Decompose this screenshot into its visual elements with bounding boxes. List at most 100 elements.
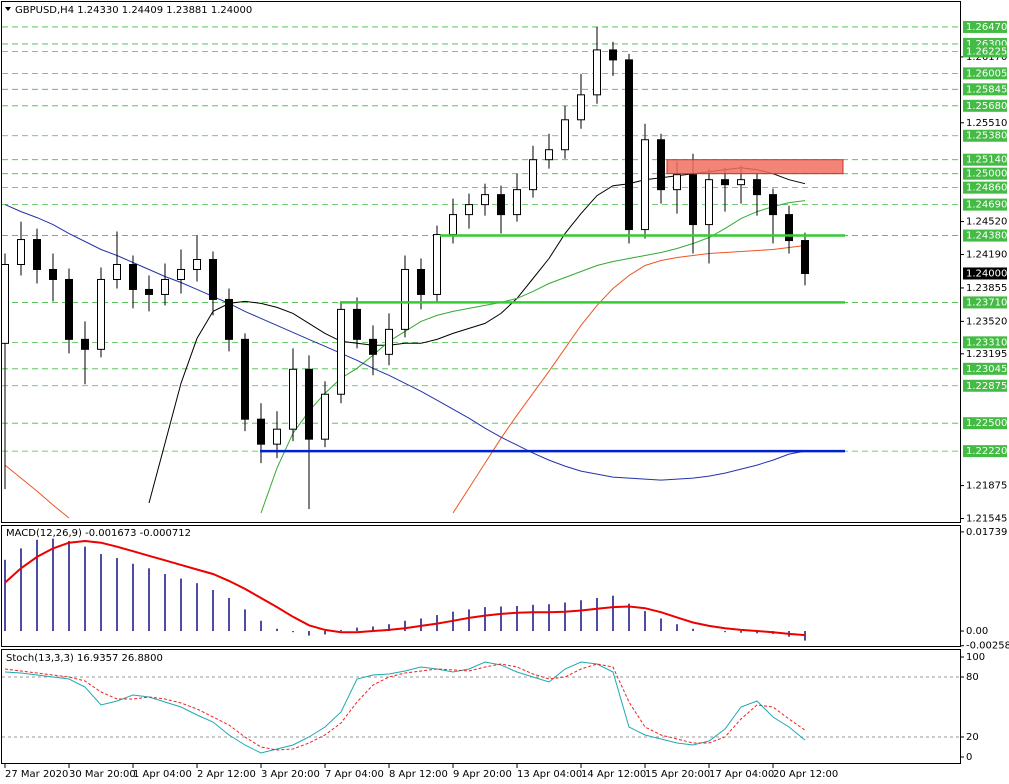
- candle-body: [353, 308, 361, 340]
- x-tick-label: 30 Mar 20:00: [69, 769, 136, 780]
- y-tick-label: 1.24520: [966, 217, 1007, 228]
- level-label-box: [963, 153, 1007, 166]
- y-tick-label: 0.01739: [966, 527, 1007, 538]
- level-label-box: [963, 229, 1007, 242]
- y-tick-label: 80: [966, 672, 979, 683]
- level-label: 1.26470: [966, 22, 1007, 33]
- symbol-menu-arrow[interactable]: [5, 7, 11, 11]
- level-label-box: [963, 296, 1007, 309]
- candle-body: [257, 418, 265, 445]
- x-tick-label: 17 Apr 04:00: [709, 769, 774, 780]
- candle-body: [513, 189, 521, 216]
- panel-title: Stoch(13,3,3) 16.9357 26.8800: [6, 653, 163, 664]
- candle-body: [65, 278, 73, 340]
- y-tick-label: 100: [966, 652, 985, 663]
- panel-title: MACD(12,26,9) -0.001673 -0.000712: [6, 528, 191, 539]
- x-tick-label: 15 Apr 20:00: [645, 769, 710, 780]
- plot-layer: 1.261701.255101.245201.241901.238551.235…: [1, 5, 1009, 780]
- candle-body: [641, 139, 649, 231]
- candle-body: [497, 194, 505, 216]
- level-label: 1.23710: [966, 297, 1007, 308]
- candle-body: [465, 204, 473, 216]
- level-label-box: [963, 445, 1007, 458]
- candle-body: [97, 278, 105, 350]
- candle-body: [753, 179, 761, 196]
- level-label-box: [963, 336, 1007, 349]
- level-label: 1.22875: [966, 381, 1007, 392]
- indicator-line: [4, 464, 70, 519]
- x-tick-label: 3 Apr 20:00: [261, 769, 320, 780]
- candle-body: [545, 149, 553, 161]
- level-label-box: [963, 83, 1007, 96]
- level-label-box: [963, 99, 1007, 112]
- resistance-zone: [666, 159, 844, 175]
- x-tick-label: 1 Apr 04:00: [133, 769, 192, 780]
- candle-body: [145, 288, 153, 295]
- candle-body: [241, 338, 249, 420]
- level-label-box: [963, 181, 1007, 194]
- level-label-box: [963, 129, 1007, 142]
- candle-body: [449, 214, 457, 236]
- level-label-box: [963, 417, 1007, 430]
- y-tick-label: -0.00258: [966, 641, 1009, 652]
- candle-body: [193, 259, 201, 270]
- candle-body: [721, 179, 729, 186]
- candle-body: [209, 259, 217, 300]
- candle-body: [305, 368, 313, 440]
- level-label: 1.22220: [966, 446, 1007, 457]
- candle-body: [737, 179, 745, 186]
- stoch-panel-frame: [1, 649, 961, 764]
- level-label: 1.24690: [966, 200, 1007, 211]
- candle-body: [81, 338, 89, 350]
- candle-body: [433, 234, 441, 295]
- y-tick-label: 1.24190: [966, 250, 1007, 261]
- candle-body: [337, 308, 345, 395]
- y-tick-label: 1.21545: [966, 514, 1007, 525]
- y-tick-label: 0.00: [966, 626, 988, 637]
- indicator-line: [4, 204, 806, 481]
- level-label: 1.26225: [966, 46, 1007, 57]
- level-label: 1.23045: [966, 364, 1007, 375]
- y-tick-label: 1.23195: [966, 349, 1007, 360]
- y-tick-label: 1.21875: [966, 481, 1007, 492]
- y-tick-label: 0: [966, 752, 972, 763]
- level-label-box: [963, 198, 1007, 211]
- y-tick-label: 20: [966, 732, 979, 743]
- candle-body: [369, 338, 377, 355]
- candle-body: [529, 159, 537, 191]
- level-label: 1.23310: [966, 337, 1007, 348]
- candle-body: [289, 368, 297, 430]
- level-label-box: [963, 379, 1007, 392]
- candle-body: [593, 49, 601, 96]
- level-label: 1.24860: [966, 183, 1007, 194]
- x-tick-label: 8 Apr 12:00: [389, 769, 448, 780]
- indicator-line: [4, 661, 806, 754]
- panel-title: GBPUSD,H4 1.24330 1.24409 1.23881 1.2400…: [15, 5, 252, 16]
- y-tick-label: 1.23520: [966, 316, 1007, 327]
- main-panel-frame: [1, 1, 961, 523]
- level-label-box: [963, 362, 1007, 375]
- level-label: 1.25140: [966, 155, 1007, 166]
- level-label: 1.26300: [966, 39, 1007, 50]
- candle-body: [801, 240, 809, 274]
- candle-body: [561, 119, 569, 151]
- x-tick-label: 20 Apr 12:00: [773, 769, 838, 780]
- y-tick-label: 1.23855: [966, 283, 1007, 294]
- candle-body: [577, 94, 585, 121]
- y-tick-label: 1.25510: [966, 118, 1007, 129]
- candle-body: [769, 194, 777, 216]
- level-label: 1.25680: [966, 101, 1007, 112]
- level-label: 1.22500: [966, 418, 1007, 429]
- level-label-box: [963, 67, 1007, 80]
- level-label-box: [963, 45, 1007, 58]
- x-tick-label: 14 Apr 12:00: [581, 769, 646, 780]
- current-price-label: 1.24000: [966, 268, 1007, 279]
- x-tick-label: 7 Apr 04:00: [325, 769, 384, 780]
- level-label: 1.25845: [966, 84, 1007, 95]
- candle-body: [49, 268, 57, 280]
- indicator-line: [4, 539, 806, 637]
- x-tick-label: 13 Apr 04:00: [517, 769, 582, 780]
- indicator-line: [4, 663, 806, 751]
